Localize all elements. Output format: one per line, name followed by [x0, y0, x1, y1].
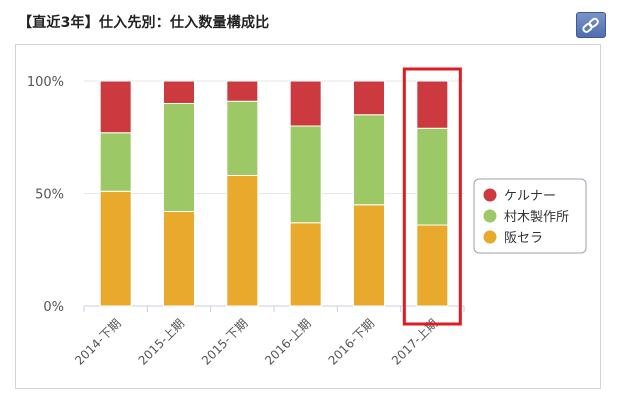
bar-segment [416, 80, 449, 129]
link-icon [582, 17, 599, 33]
legend-label: ケルナー [504, 189, 556, 204]
legend-box [473, 178, 587, 254]
link-button[interactable] [576, 12, 606, 38]
legend-swatch [483, 209, 497, 223]
y-tick-label: 50% [35, 188, 64, 203]
bar-segment [289, 80, 322, 127]
bar-segment [416, 224, 449, 307]
legend-swatch [483, 230, 497, 244]
bar-segment [226, 175, 259, 307]
chart-panel: 0% 50% 100% 2014-下期 2015-上期 2015-下期 2016-上期 201… [15, 44, 601, 389]
bar-segment [289, 222, 322, 307]
y-tick-label: 100% [27, 75, 64, 90]
x-tick-label: 2014-下期 [72, 316, 124, 368]
x-tick-label: 2016-上期 [262, 316, 314, 368]
bar-segment [226, 80, 259, 102]
bar-segment [99, 80, 132, 134]
highlight-frame [402, 67, 462, 326]
bar-segment [289, 125, 322, 224]
y-tick-label: 0% [43, 300, 64, 315]
bar-segment [99, 132, 132, 192]
bar-segment [163, 211, 195, 307]
legend-swatch [483, 188, 497, 202]
x-tick-label: 2016-下期 [326, 316, 378, 368]
legend-label: 村木製作所 [504, 210, 569, 225]
legend-label: 阪セラ [504, 231, 543, 246]
bar-segment [416, 127, 449, 226]
chart-title: 【直近3年】仕入先別：仕入数量構成比 [18, 15, 270, 31]
bar-segment [226, 100, 259, 176]
bar-segment [163, 103, 195, 212]
x-tick-label: 2015-下期 [199, 316, 251, 368]
bar-segment [99, 190, 132, 307]
bar-segment [163, 80, 195, 104]
bar-segment [353, 80, 385, 116]
bar-segment [353, 204, 385, 307]
x-tick-label: 2015-上期 [136, 316, 188, 368]
bar-segment [353, 114, 385, 206]
stacked-bar-chart: 0% 50% 100% 2014-下期 2015-上期 2015-下期 2016-上期 201… [27, 67, 587, 368]
